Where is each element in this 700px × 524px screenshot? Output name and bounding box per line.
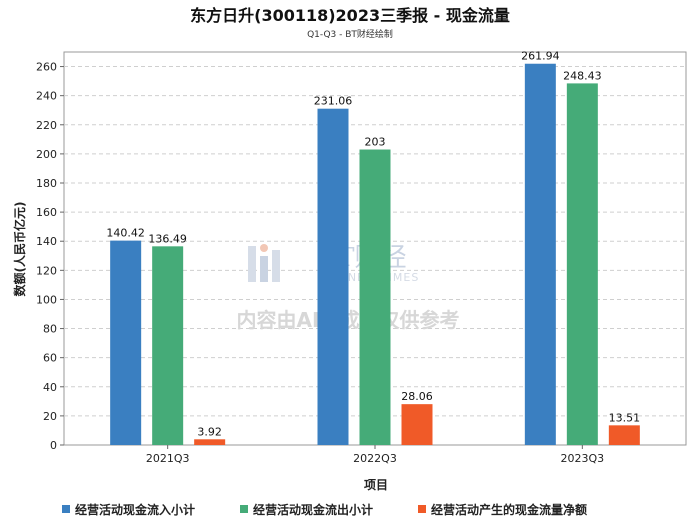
bars	[110, 63, 640, 446]
y-tick-label: 140	[36, 235, 57, 248]
bar	[110, 240, 142, 445]
watermark-logo-icon	[248, 244, 280, 282]
bar	[608, 425, 640, 445]
legend-label: 经营活动现金流入小计	[75, 502, 195, 517]
chart-subtitle: Q1-Q3 - BT财经绘制	[307, 28, 393, 40]
data-label: 136.49	[148, 232, 187, 245]
data-label: 140.42	[106, 227, 145, 240]
bar	[401, 404, 433, 445]
data-labels: 140.42 136.49 3.92 231.06 203 28.06 261.94248.…	[106, 50, 640, 439]
data-label: 248.43	[563, 69, 602, 82]
x-tick-label: 2022Q3	[353, 452, 397, 465]
bar	[194, 439, 226, 445]
x-axis-ticks: 2021Q3 2022Q3 2023Q3	[146, 445, 604, 465]
y-tick-label: 260	[36, 61, 57, 74]
y-tick-label: 80	[43, 323, 57, 336]
y-tick-label: 120	[36, 264, 57, 277]
y-tick-label: 0	[50, 439, 57, 452]
y-tick-label: 40	[43, 381, 57, 394]
x-tick-label: 2023Q3	[561, 452, 605, 465]
y-axis-ticks: 0 20 40 60 80 100 120 140 160 180 200 220 240 260	[36, 61, 64, 452]
y-tick-label: 60	[43, 352, 57, 365]
legend-swatch	[418, 505, 426, 513]
y-axis-label: 数额(人民币亿元)	[12, 202, 27, 297]
data-label: 261.94	[521, 50, 560, 63]
chart-title: 东方日升(300118)2023三季报 - 现金流量	[190, 6, 510, 25]
data-label: 13.51	[609, 411, 641, 424]
bar	[359, 149, 391, 445]
y-tick-label: 220	[36, 119, 57, 132]
y-tick-label: 20	[43, 410, 57, 423]
legend-label: 经营活动现金流出小计	[253, 502, 373, 517]
legend: 经营活动现金流入小计 经营活动现金流出小计 经营活动产生的现金流量净额	[62, 502, 587, 517]
bar	[152, 246, 184, 445]
bar	[317, 108, 349, 446]
data-label: 203	[365, 136, 386, 149]
y-tick-label: 160	[36, 206, 57, 219]
legend-swatch	[240, 505, 248, 513]
y-tick-label: 240	[36, 90, 57, 103]
data-label: 28.06	[401, 390, 433, 403]
legend-label: 经营活动产生的现金流量净额	[431, 502, 587, 517]
bar	[524, 63, 556, 445]
x-axis-label: 项目	[364, 478, 388, 492]
bar	[566, 83, 598, 445]
legend-swatch	[62, 505, 70, 513]
x-tick-label: 2021Q3	[146, 452, 190, 465]
y-tick-label: 200	[36, 148, 57, 161]
y-tick-label: 180	[36, 177, 57, 190]
data-label: 231.06	[314, 95, 353, 108]
data-label: 3.92	[197, 425, 222, 438]
y-tick-label: 100	[36, 293, 57, 306]
